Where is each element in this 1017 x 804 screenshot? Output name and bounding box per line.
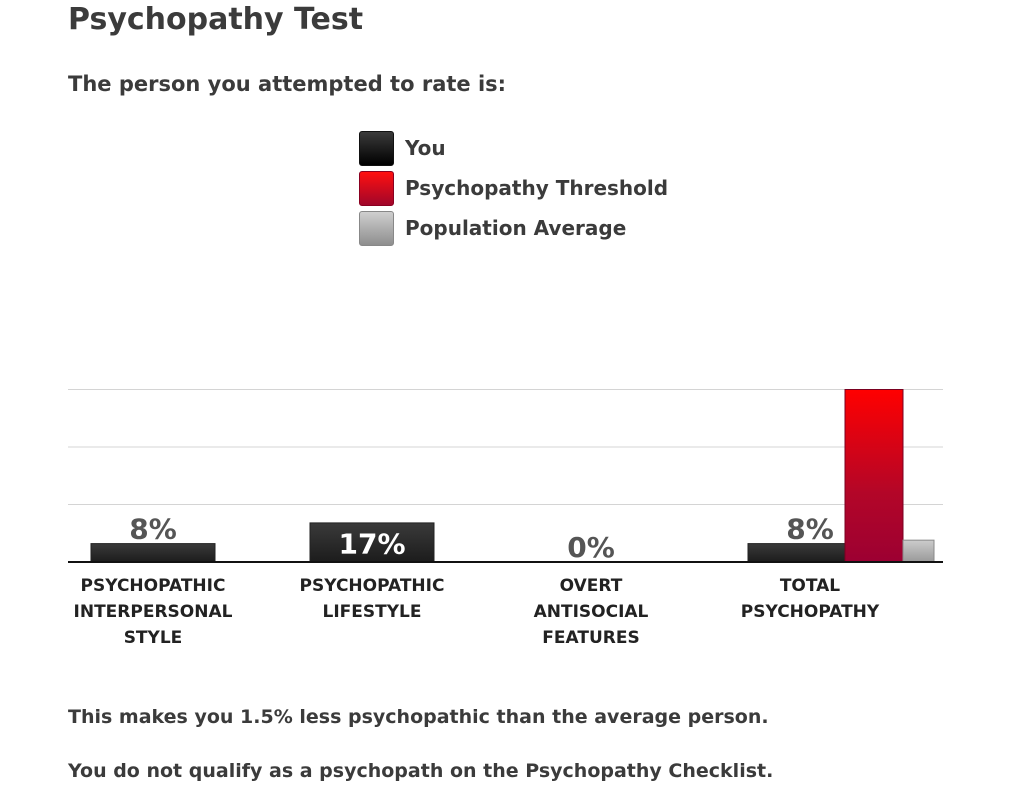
legend-swatch-population	[359, 210, 394, 246]
bar-you-1	[90, 543, 216, 563]
result-qualification-text: You do not qualify as a psychopath on th…	[68, 760, 774, 782]
legend-item-population: Population Average	[359, 208, 668, 248]
value-label-3: 0%	[567, 531, 615, 564]
value-label-4: 8%	[786, 513, 834, 546]
category-label-4: TOTAL PSYCHOPATHY	[741, 576, 880, 622]
value-label-2: 17%	[338, 527, 405, 560]
bar-population-4	[902, 539, 935, 563]
result-comparison-text: This makes you 1.5% less psychopathic th…	[68, 706, 769, 728]
bar-threshold-4	[844, 389, 904, 563]
bar-chart: 8% 17% 0% 8% PSYCHOPATHIC INTERPERSONAL STYLE…	[68, 389, 943, 648]
bar-you-2	[309, 522, 435, 563]
category-label-2: PSYCHOPATHIC LIFESTYLE	[300, 576, 445, 622]
legend-swatch-threshold	[359, 170, 394, 206]
value-label-1: 8%	[129, 513, 177, 546]
legend-label-you: You	[405, 136, 446, 160]
page-title: Psychopathy Test	[68, 2, 364, 37]
page-subtitle: The person you attempted to rate is:	[68, 72, 507, 96]
legend-swatch-you	[359, 130, 394, 166]
legend-label-threshold: Psychopathy Threshold	[405, 176, 669, 200]
legend-item-threshold: Psychopathy Threshold	[359, 168, 668, 208]
category-label-3: OVERT ANTISOCIAL FEATURES	[534, 576, 649, 648]
category-label-1: PSYCHOPATHIC INTERPERSONAL STYLE	[74, 576, 233, 648]
legend-item-you: You	[359, 128, 668, 168]
legend-label-population: Population Average	[405, 216, 627, 240]
chart-legend: You Psychopathy Threshold Population Ave…	[359, 128, 668, 248]
